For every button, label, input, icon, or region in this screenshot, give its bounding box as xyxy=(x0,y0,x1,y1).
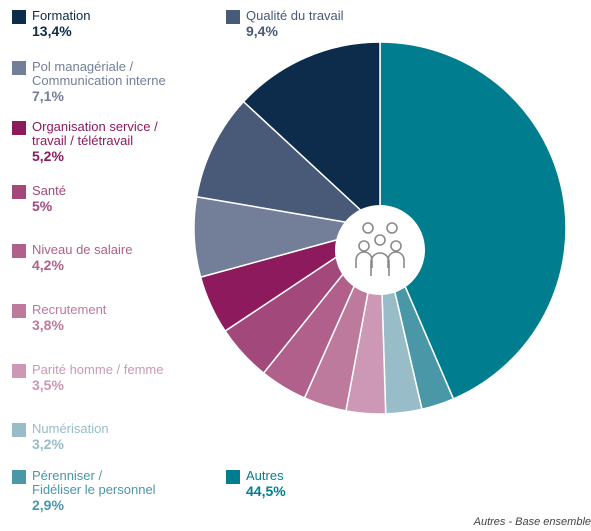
legend-label: Qualité du travail xyxy=(246,8,344,23)
legend-label: Niveau de salaire xyxy=(32,242,133,257)
legend-label: Pol managériale / Communication interne xyxy=(32,59,166,88)
legend-swatch xyxy=(12,185,26,199)
value-label: 4,2% xyxy=(32,257,64,273)
legend-label: Formation xyxy=(32,8,91,23)
legend-entry: Parité homme / femme 3,5% xyxy=(12,363,187,394)
legend-swatch xyxy=(12,244,26,258)
legend-entry: Autres 44,5% xyxy=(226,469,401,500)
legend-swatch xyxy=(12,364,26,378)
legend-swatch xyxy=(12,304,26,318)
legend-label: Pérenniser / Fidéliser le personnel xyxy=(32,468,156,497)
pie-slice xyxy=(379,41,567,400)
legend-entry: Pol managériale / Communication interne 7… xyxy=(12,60,187,105)
legend-entry: Numérisation 3,2% xyxy=(12,422,187,453)
legend-entry: Niveau de salaire 4,2% xyxy=(12,243,187,274)
legend-entry: Formation 13,4% xyxy=(12,9,187,40)
value-label: 2,9% xyxy=(32,497,64,513)
value-label: 5% xyxy=(32,198,53,214)
legend-entry: Organisation service / travail / télétra… xyxy=(12,120,187,165)
value-label: 3,8% xyxy=(32,317,64,333)
legend-entry: Qualité du travail 9,4% xyxy=(226,9,401,40)
people-icon xyxy=(355,222,405,276)
value-label: 44,5% xyxy=(246,483,286,499)
legend-label: Recrutement xyxy=(32,302,107,317)
value-label: 13,4% xyxy=(32,23,72,39)
pie-slice xyxy=(195,100,383,230)
legend-swatch xyxy=(226,470,240,484)
note: Autres - Base ensemble xyxy=(473,516,591,528)
legend-entry: Recrutement 3,8% xyxy=(12,303,187,334)
value-label: 3,2% xyxy=(32,436,64,452)
legend-label: Numérisation xyxy=(32,421,109,436)
legend-label: Autres xyxy=(246,468,284,483)
legend-swatch xyxy=(12,470,26,484)
legend-label: Santé xyxy=(32,183,66,198)
pie-slice xyxy=(242,41,381,230)
legend-swatch xyxy=(12,423,26,437)
legend-swatch xyxy=(12,121,26,135)
legend-swatch xyxy=(12,10,26,24)
value-label: 3,5% xyxy=(32,377,64,393)
legend-swatch xyxy=(12,61,26,75)
value-label: 7,1% xyxy=(32,88,64,104)
center-circle xyxy=(335,205,425,295)
legend-label: Parité homme / femme xyxy=(32,362,164,377)
legend-swatch xyxy=(226,10,240,24)
legend-label: Organisation service / travail / télétra… xyxy=(32,119,158,148)
value-label: 9,4% xyxy=(246,23,278,39)
value-label: 5,2% xyxy=(32,148,64,164)
legend-entry: Pérenniser / Fidéliser le personnel 2,9% xyxy=(12,469,187,514)
legend-entry: Santé 5% xyxy=(12,184,187,215)
